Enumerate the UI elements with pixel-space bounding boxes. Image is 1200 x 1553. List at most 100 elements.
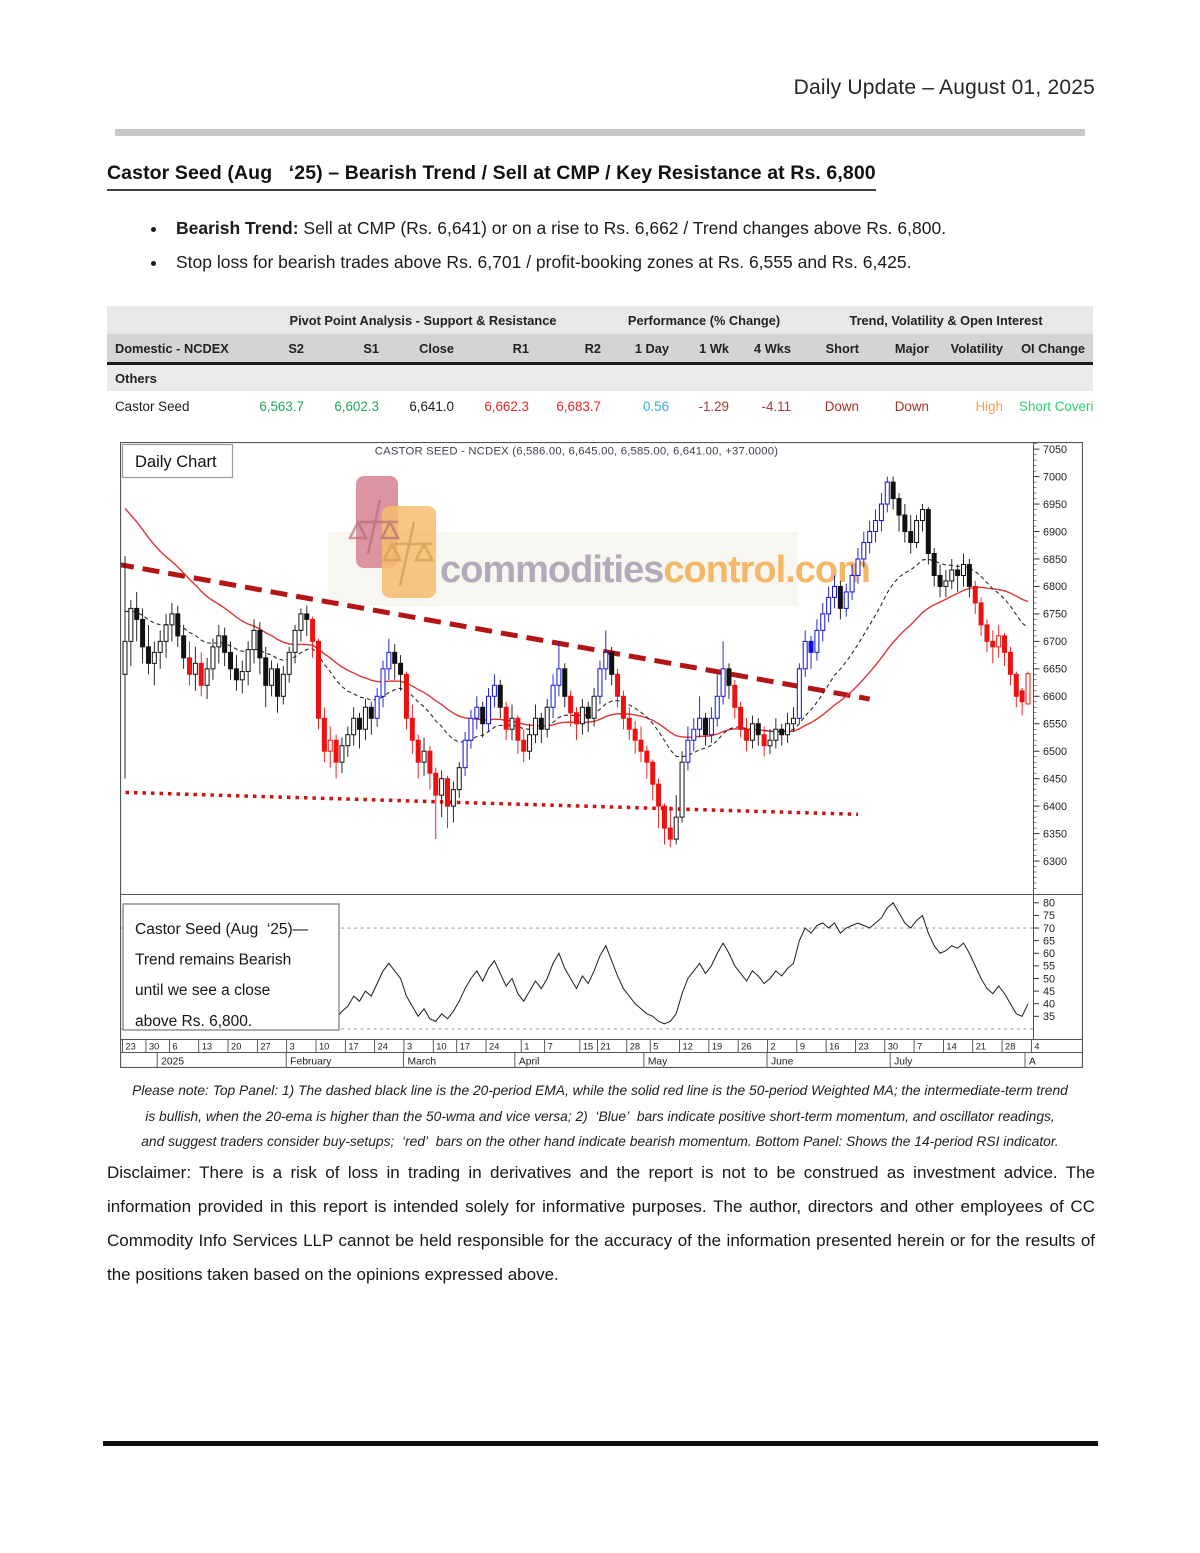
header-date: Daily Update – August 01, 2025 [793, 76, 1095, 99]
svg-text:30: 30 [888, 1042, 898, 1052]
svg-text:2: 2 [771, 1042, 776, 1052]
svg-text:10: 10 [436, 1042, 446, 1052]
daily-chart-label: Daily Chart [135, 453, 217, 471]
svg-text:6850: 6850 [1043, 554, 1067, 566]
footnote-line-1: Please note: Top Panel: 1) The dashed bl… [132, 1083, 1068, 1098]
col-r2: R2 [537, 334, 610, 365]
footnote-line-3: and suggest traders consider buy-setups;… [141, 1134, 1059, 1149]
col-r1: R1 [462, 334, 537, 365]
annotation-line: Castor Seed (Aug ‘25)— [135, 921, 309, 938]
col-s2: S2 [237, 334, 312, 365]
svg-text:7: 7 [917, 1042, 922, 1052]
svg-text:75: 75 [1043, 910, 1055, 922]
svg-text:24: 24 [378, 1042, 388, 1052]
svg-text:28: 28 [630, 1042, 640, 1052]
daily-chart-label-box [121, 443, 234, 479]
svg-text:19: 19 [712, 1042, 722, 1052]
col-1wk: 1 Wk [677, 334, 738, 365]
table-data-row: Castor Seed 6,563.7 6,602.3 6,641.0 6,66… [107, 391, 1094, 421]
svg-text:A: A [1029, 1057, 1036, 1068]
rsi-line [206, 902, 1029, 1025]
table-group-performance: Performance (% Change) [609, 306, 800, 334]
ema-20-line [124, 558, 1029, 758]
table-header-row: Domestic - NCDEX S2 S1 Close R1 R2 1 Day… [107, 334, 1094, 365]
svg-text:35: 35 [1043, 1011, 1055, 1023]
bullet-1-text: Sell at CMP (Rs. 6,641) or on a rise to … [298, 218, 947, 238]
col-close: Close [387, 334, 462, 365]
cell-r1: 6,662.3 [462, 391, 537, 421]
annotation-line: Trend remains Bearish [135, 952, 291, 969]
bullet-2-text: Stop loss for bearish trades above Rs. 6… [176, 252, 912, 272]
svg-text:23: 23 [126, 1042, 136, 1052]
bullet-list: Bearish Trend: Sell at CMP (Rs. 6,641) o… [150, 218, 946, 286]
svg-text:6450: 6450 [1043, 773, 1067, 785]
cell-s1: 6,602.3 [312, 391, 387, 421]
svg-text:6650: 6650 [1043, 664, 1067, 676]
svg-text:April: April [519, 1057, 540, 1068]
svg-text:6500: 6500 [1043, 746, 1067, 758]
cell-short: Down [799, 391, 868, 421]
chart-footnote: Please note: Top Panel: 1) The dashed bl… [100, 1078, 1100, 1155]
watermark-logo: commoditiescontrol.com [328, 476, 871, 606]
svg-text:commoditiescontrol.com: commoditiescontrol.com [440, 549, 870, 591]
disclaimer-text: Disclaimer: There is a risk of loss in t… [107, 1163, 1095, 1284]
svg-text:65: 65 [1043, 935, 1055, 947]
svg-text:28: 28 [1005, 1042, 1015, 1052]
svg-text:4: 4 [1034, 1042, 1039, 1052]
svg-text:6750: 6750 [1043, 609, 1067, 621]
table-group-blank [107, 306, 237, 334]
svg-text:21: 21 [976, 1042, 986, 1052]
svg-text:45: 45 [1043, 986, 1055, 998]
svg-text:6550: 6550 [1043, 719, 1067, 731]
cell-volatility: High [937, 391, 1012, 421]
table-section-row: Others [107, 363, 1094, 391]
svg-text:3: 3 [407, 1042, 412, 1052]
cell-close: 6,641.0 [387, 391, 462, 421]
annotation-line: above Rs. 6,800. [135, 1013, 252, 1030]
cell-s2: 6,563.7 [237, 391, 312, 421]
svg-text:7: 7 [548, 1042, 553, 1052]
svg-text:5: 5 [653, 1042, 658, 1052]
col-domestic: Domestic - NCDEX [107, 334, 237, 365]
table-group-trend: Trend, Volatility & Open Interest [799, 306, 1094, 334]
cell-4wks: -4.11 [737, 391, 800, 421]
svg-text:21: 21 [600, 1042, 610, 1052]
svg-text:6350: 6350 [1043, 828, 1067, 840]
svg-text:30: 30 [149, 1042, 159, 1052]
svg-text:70: 70 [1043, 923, 1055, 935]
header-divider [115, 129, 1085, 136]
bullet-item-1: Bearish Trend: Sell at CMP (Rs. 6,641) o… [168, 218, 946, 239]
svg-text:17: 17 [460, 1042, 470, 1052]
svg-text:February: February [290, 1057, 332, 1068]
table-group-header-row: Pivot Point Analysis - Support & Resista… [107, 306, 1094, 334]
svg-text:27: 27 [260, 1042, 270, 1052]
col-volatility: Volatility [937, 334, 1012, 365]
col-oi-change: OI Change [1011, 334, 1094, 365]
svg-text:6: 6 [172, 1042, 177, 1052]
svg-text:50: 50 [1043, 973, 1055, 985]
svg-text:13: 13 [202, 1042, 212, 1052]
table-group-pivot: Pivot Point Analysis - Support & Resista… [237, 306, 610, 334]
svg-text:40: 40 [1043, 998, 1055, 1010]
svg-text:23: 23 [858, 1042, 868, 1052]
svg-text:16: 16 [829, 1042, 839, 1052]
svg-text:17: 17 [348, 1042, 358, 1052]
svg-text:24: 24 [489, 1042, 499, 1052]
col-1day: 1 Day [609, 334, 678, 365]
svg-text:July: July [894, 1057, 913, 1068]
cell-1wk: -1.29 [677, 391, 738, 421]
cell-oi-change: Short Covering [1011, 391, 1094, 421]
footnote-line-2: is bullish, when the 20-ema is higher th… [145, 1108, 1055, 1124]
cell-1day: 0.56 [609, 391, 678, 421]
svg-text:2025: 2025 [161, 1057, 184, 1068]
svg-text:15: 15 [583, 1042, 593, 1052]
page-title: Castor Seed (Aug ‘25) – Bearish Trend / … [107, 162, 876, 191]
chart-title: CASTOR SEED - NCDEX (6,586.00, 6,645.00,… [375, 446, 778, 458]
svg-text:80: 80 [1043, 898, 1055, 910]
annotation-box [122, 903, 340, 1031]
bullet-1-lead: Bearish Trend: [176, 218, 299, 238]
price-chart-svg: commoditiescontrol.com630063506400645065… [120, 442, 1083, 1068]
svg-text:6300: 6300 [1043, 856, 1067, 868]
annotation-line: until we see a close [135, 982, 270, 999]
